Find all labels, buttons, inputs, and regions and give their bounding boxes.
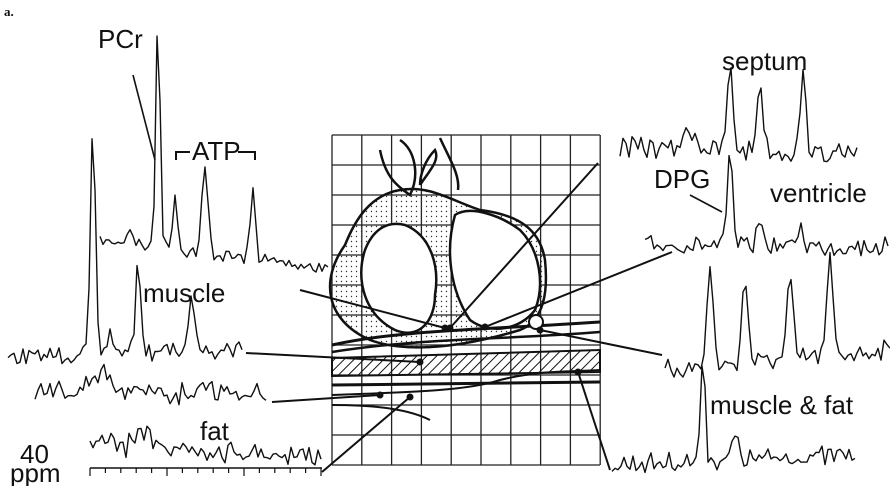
panel-label: a. [4, 4, 14, 19]
voxel-dot [377, 392, 384, 399]
pcr-pointer [133, 75, 155, 160]
spectrum [35, 365, 266, 405]
label: DPG [654, 164, 710, 194]
spectrum [665, 253, 890, 377]
label: septum [722, 46, 807, 76]
voxel-dot [447, 325, 454, 332]
label: PCr [98, 24, 143, 54]
anatomy [330, 138, 600, 420]
connector [578, 372, 610, 470]
label: ventricle [770, 178, 867, 208]
label: fat [200, 416, 230, 446]
connector [272, 395, 380, 402]
voxel-dot [407, 394, 414, 401]
spectrum [620, 68, 857, 162]
voxel-dot [575, 369, 582, 376]
label: ATP [192, 136, 241, 166]
axis-unit: ppm [10, 458, 61, 486]
spectrum [8, 139, 242, 364]
voxel-dot [537, 327, 544, 334]
label: muscle & fat [710, 390, 854, 420]
label: muscle [143, 278, 225, 308]
voxel-dot [482, 324, 489, 331]
voxel-dot [417, 359, 424, 366]
ppm-axis [90, 468, 322, 476]
figure: a. PCr ATP muscle fat 40 ppm septum DPG … [0, 0, 890, 486]
dpg-pointer [690, 195, 722, 212]
